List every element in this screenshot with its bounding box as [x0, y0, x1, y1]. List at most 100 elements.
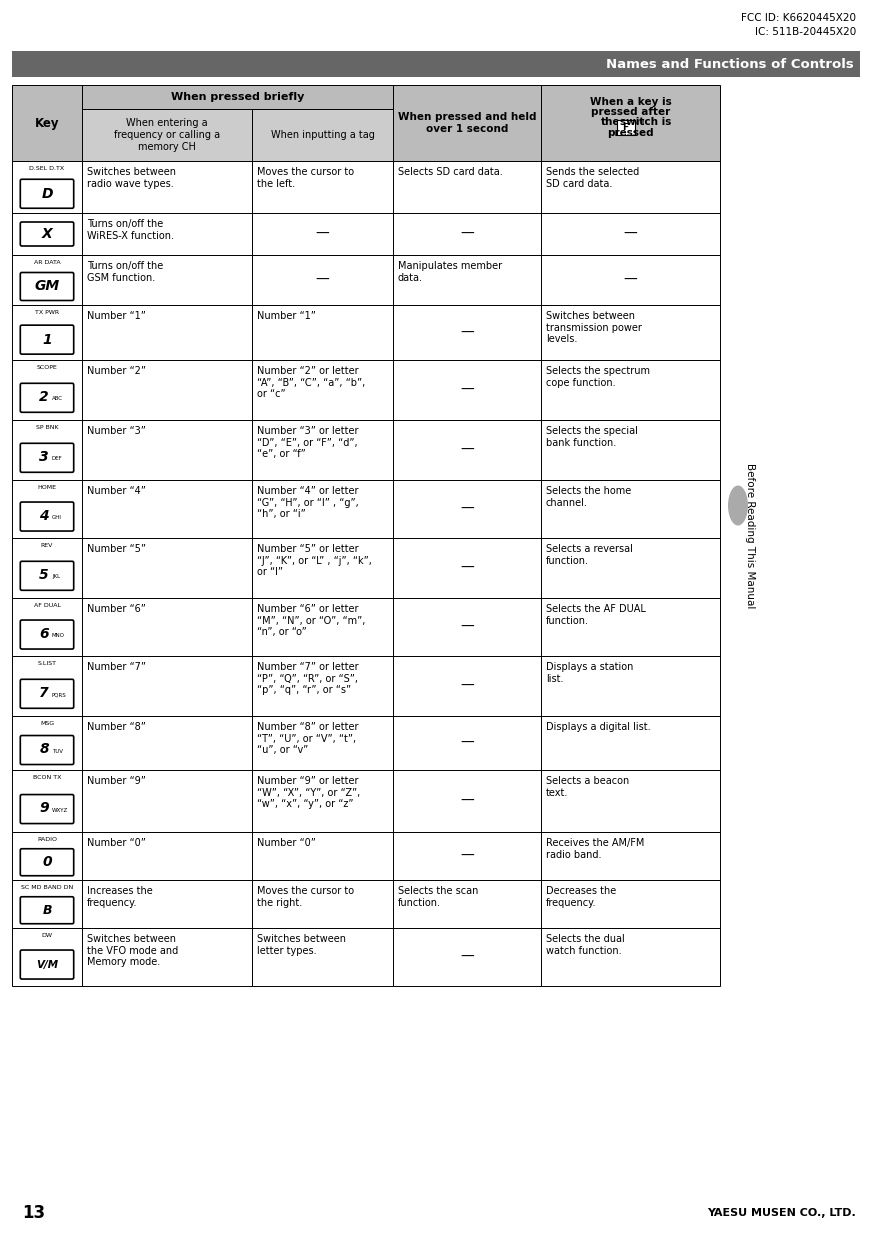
Bar — [541, 305, 720, 360]
Bar — [393, 598, 541, 656]
Bar — [393, 716, 541, 769]
Text: 6: 6 — [39, 627, 49, 640]
Text: D: D — [41, 186, 52, 201]
Text: Selects the AF DUAL
function.: Selects the AF DUAL function. — [546, 604, 646, 625]
Text: SCOPE: SCOPE — [37, 365, 58, 370]
Text: Switches between
radio wave types.: Switches between radio wave types. — [87, 168, 176, 189]
Bar — [252, 716, 393, 769]
Text: Switches between
letter types.: Switches between letter types. — [257, 934, 346, 956]
Text: Number “2”: Number “2” — [87, 366, 146, 376]
Text: TX PWR: TX PWR — [35, 310, 59, 315]
Bar — [82, 161, 252, 213]
Bar — [12, 419, 82, 480]
Text: —: — — [460, 383, 474, 397]
FancyBboxPatch shape — [20, 179, 73, 208]
Bar — [82, 656, 252, 716]
Bar — [12, 161, 82, 213]
Text: Number “6”: Number “6” — [87, 604, 146, 614]
Bar — [12, 831, 82, 880]
Text: Number “5”: Number “5” — [87, 544, 146, 553]
Text: MSG: MSG — [40, 721, 54, 726]
Bar — [393, 831, 541, 880]
Bar — [252, 880, 393, 928]
Bar — [393, 769, 541, 831]
Text: When entering a
frequency or calling a
memory CH: When entering a frequency or calling a m… — [114, 118, 220, 151]
Text: Receives the AM/FM
radio band.: Receives the AM/FM radio band. — [546, 838, 644, 860]
Bar — [541, 254, 720, 305]
Text: 13: 13 — [22, 1204, 45, 1222]
Text: —: — — [460, 794, 474, 808]
Text: Number “0”: Number “0” — [87, 838, 146, 848]
Bar — [541, 539, 720, 598]
Text: Before Reading This Manual: Before Reading This Manual — [745, 463, 755, 608]
Text: 3: 3 — [39, 449, 49, 464]
Text: When inputting a tag: When inputting a tag — [271, 130, 374, 140]
Bar — [12, 769, 82, 831]
Text: 2: 2 — [39, 390, 49, 403]
Text: Turns on/off the
WiRES-X function.: Turns on/off the WiRES-X function. — [87, 218, 174, 241]
Text: Number “5” or letter
“J”, “K”, or “L” , “j”, “k”,
or “l”: Number “5” or letter “J”, “K”, or “L” , … — [257, 544, 371, 577]
Bar — [82, 831, 252, 880]
Text: Number “7”: Number “7” — [87, 661, 146, 671]
Bar — [252, 539, 393, 598]
Text: —: — — [460, 849, 474, 862]
Text: Number “1”: Number “1” — [87, 311, 146, 321]
Text: Number “8”: Number “8” — [87, 722, 146, 732]
Text: IC: 511B-20445X20: IC: 511B-20445X20 — [755, 27, 856, 37]
FancyBboxPatch shape — [20, 561, 73, 591]
Bar — [82, 213, 252, 254]
Bar — [541, 480, 720, 539]
Text: 7: 7 — [39, 686, 49, 700]
Bar — [393, 84, 541, 161]
Text: V/M: V/M — [635, 119, 645, 124]
Bar — [82, 419, 252, 480]
Bar — [393, 419, 541, 480]
FancyBboxPatch shape — [20, 736, 73, 764]
Text: Number “9”: Number “9” — [87, 776, 146, 786]
Bar — [252, 161, 393, 213]
Bar — [393, 305, 541, 360]
Text: pressed after: pressed after — [591, 107, 670, 117]
Bar — [12, 656, 82, 716]
Bar — [82, 109, 252, 161]
Text: —: — — [460, 325, 474, 340]
Bar — [82, 254, 252, 305]
Text: Sends the selected
SD card data.: Sends the selected SD card data. — [546, 168, 639, 189]
Bar — [541, 928, 720, 987]
Text: Number “0”: Number “0” — [257, 838, 316, 848]
Bar — [12, 51, 860, 77]
Text: —: — — [460, 951, 474, 964]
Bar — [12, 254, 82, 305]
FancyBboxPatch shape — [20, 222, 73, 246]
Bar — [393, 928, 541, 987]
Bar — [393, 213, 541, 254]
Text: the: the — [600, 117, 621, 127]
Text: When pressed and held
over 1 second: When pressed and held over 1 second — [398, 112, 537, 134]
Text: REV: REV — [41, 544, 53, 549]
Text: When pressed briefly: When pressed briefly — [170, 92, 304, 102]
Text: Switches between
the VFO mode and
Memory mode.: Switches between the VFO mode and Memory… — [87, 934, 178, 967]
Text: 9: 9 — [39, 800, 49, 815]
Bar — [252, 598, 393, 656]
Bar — [252, 480, 393, 539]
Text: Selects the scan
function.: Selects the scan function. — [398, 886, 478, 907]
FancyBboxPatch shape — [20, 620, 73, 649]
Bar — [541, 831, 720, 880]
Text: Moves the cursor to
the right.: Moves the cursor to the right. — [257, 886, 354, 907]
Text: 8: 8 — [39, 742, 49, 756]
Bar — [12, 880, 82, 928]
Text: AR DATA: AR DATA — [34, 261, 60, 266]
Text: Number “1”: Number “1” — [257, 311, 316, 321]
FancyBboxPatch shape — [20, 325, 73, 354]
Text: —: — — [624, 227, 637, 241]
Text: Key: Key — [35, 117, 59, 129]
Text: SP BNK: SP BNK — [36, 424, 59, 429]
Bar — [82, 880, 252, 928]
Text: pressed: pressed — [607, 128, 654, 138]
Bar — [541, 84, 720, 161]
FancyBboxPatch shape — [20, 383, 73, 412]
Text: Displays a digital list.: Displays a digital list. — [546, 722, 650, 732]
Bar — [252, 831, 393, 880]
Text: Selects a beacon
text.: Selects a beacon text. — [546, 776, 629, 798]
Text: Selects the home
channel.: Selects the home channel. — [546, 486, 631, 508]
